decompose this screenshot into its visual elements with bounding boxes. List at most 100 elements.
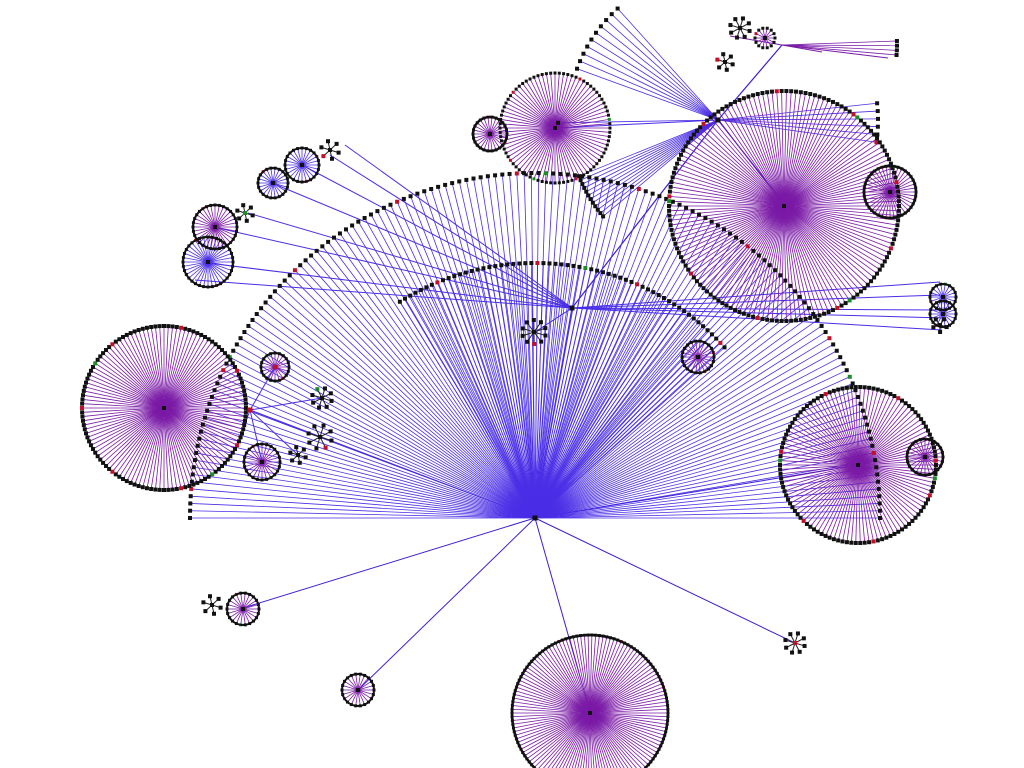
cluster-spoke	[783, 464, 859, 488]
cluster-spoke	[783, 205, 883, 266]
subhub-edge	[249, 409, 263, 463]
leaf-node	[873, 458, 878, 463]
fan-edge	[305, 260, 536, 519]
leaf-node	[531, 318, 536, 323]
cluster-spoke	[108, 407, 165, 470]
leaf-node	[578, 178, 583, 183]
fan-edge	[600, 25, 719, 121]
leaf-node	[930, 441, 935, 446]
cluster-spoke	[670, 205, 785, 226]
cluster-spoke	[924, 456, 931, 475]
leaf-node	[877, 508, 882, 513]
leaf-node	[88, 443, 93, 448]
leaf-node	[90, 365, 95, 369]
leaf-node	[867, 540, 872, 545]
cluster-spoke	[270, 182, 274, 198]
leaf-node	[107, 466, 112, 471]
cluster-spoke	[693, 134, 785, 207]
cluster-spoke	[857, 442, 933, 466]
leaf-node	[314, 446, 319, 451]
cluster-spoke	[163, 407, 246, 417]
cluster-spoke	[163, 328, 186, 409]
fan-edge	[534, 175, 576, 519]
cluster-spoke	[514, 693, 591, 714]
cluster-spoke	[911, 456, 926, 471]
leaf-node	[500, 113, 504, 117]
cluster-spoke	[817, 464, 859, 533]
cluster-spoke	[797, 464, 859, 515]
cluster-spoke	[710, 117, 785, 207]
cluster-spoke	[90, 370, 165, 409]
cluster-spoke	[576, 636, 591, 714]
cluster-spoke	[207, 242, 225, 263]
leaf-node	[356, 219, 361, 224]
leaf-node	[779, 449, 784, 454]
cluster-spoke	[752, 95, 785, 207]
cluster-spoke	[87, 378, 165, 409]
cluster-spoke	[301, 164, 315, 178]
cluster-spoke	[780, 464, 859, 475]
cluster-spoke	[260, 182, 274, 192]
leaf-node	[667, 199, 672, 204]
hub-node	[553, 126, 557, 130]
cluster-spoke	[558, 641, 591, 714]
fan-edge	[190, 503, 536, 519]
cluster-spoke	[919, 456, 926, 475]
leaf-node	[779, 318, 784, 323]
fan-edge	[717, 119, 878, 128]
cluster-spoke	[889, 191, 915, 201]
cluster-spoke	[82, 407, 165, 417]
cluster-spoke	[877, 191, 891, 216]
leaf-node	[703, 216, 708, 221]
cluster-spoke	[792, 464, 859, 508]
cluster-spoke	[502, 127, 556, 146]
leaf-node	[536, 171, 541, 176]
fan-edge	[534, 186, 633, 519]
leaf-node	[243, 397, 248, 402]
fan-edge	[191, 481, 536, 519]
cluster-spoke	[783, 126, 869, 207]
leaf-node	[858, 385, 863, 390]
fan-edge	[509, 173, 536, 519]
cluster-spoke	[695, 356, 699, 373]
leaf-node	[753, 36, 757, 40]
cluster-spoke	[515, 127, 556, 168]
cluster-spoke	[500, 127, 556, 137]
leaf-node	[517, 168, 521, 172]
leaf-node	[381, 205, 386, 210]
leaf-node	[876, 479, 881, 484]
leaf-node	[678, 152, 683, 157]
leaf-node	[524, 173, 528, 177]
leaf-node	[80, 410, 85, 415]
cluster-spoke	[214, 205, 220, 228]
fan-edge	[220, 376, 536, 519]
leaf-node	[815, 317, 820, 322]
fan-edge	[605, 19, 719, 121]
cluster-spoke	[783, 205, 820, 316]
cluster-spoke	[678, 158, 785, 207]
cluster-spoke	[547, 712, 591, 768]
hub-node	[247, 407, 253, 413]
leaf-node	[778, 463, 782, 467]
cluster-spoke	[207, 261, 233, 267]
leaf-node	[446, 276, 451, 281]
leaf-node	[885, 255, 890, 260]
leaf-node	[673, 241, 678, 246]
cluster-spoke	[301, 164, 307, 182]
leaf-node	[514, 171, 519, 176]
cluster-spoke	[163, 407, 186, 488]
cluster-spoke	[783, 91, 787, 207]
leaf-node	[798, 515, 803, 520]
leaf-node	[277, 283, 282, 288]
leaf-node	[493, 173, 498, 178]
cluster-spoke	[554, 75, 573, 129]
cluster-spoke	[163, 386, 244, 409]
cluster-spoke	[889, 191, 914, 205]
cluster-spoke	[589, 712, 654, 760]
leaf-node	[605, 109, 609, 113]
leaf-node	[207, 401, 212, 406]
leaf-node	[203, 334, 207, 339]
leaf-node	[802, 643, 807, 648]
leaf-node	[694, 279, 699, 284]
cluster-spoke	[589, 712, 666, 733]
